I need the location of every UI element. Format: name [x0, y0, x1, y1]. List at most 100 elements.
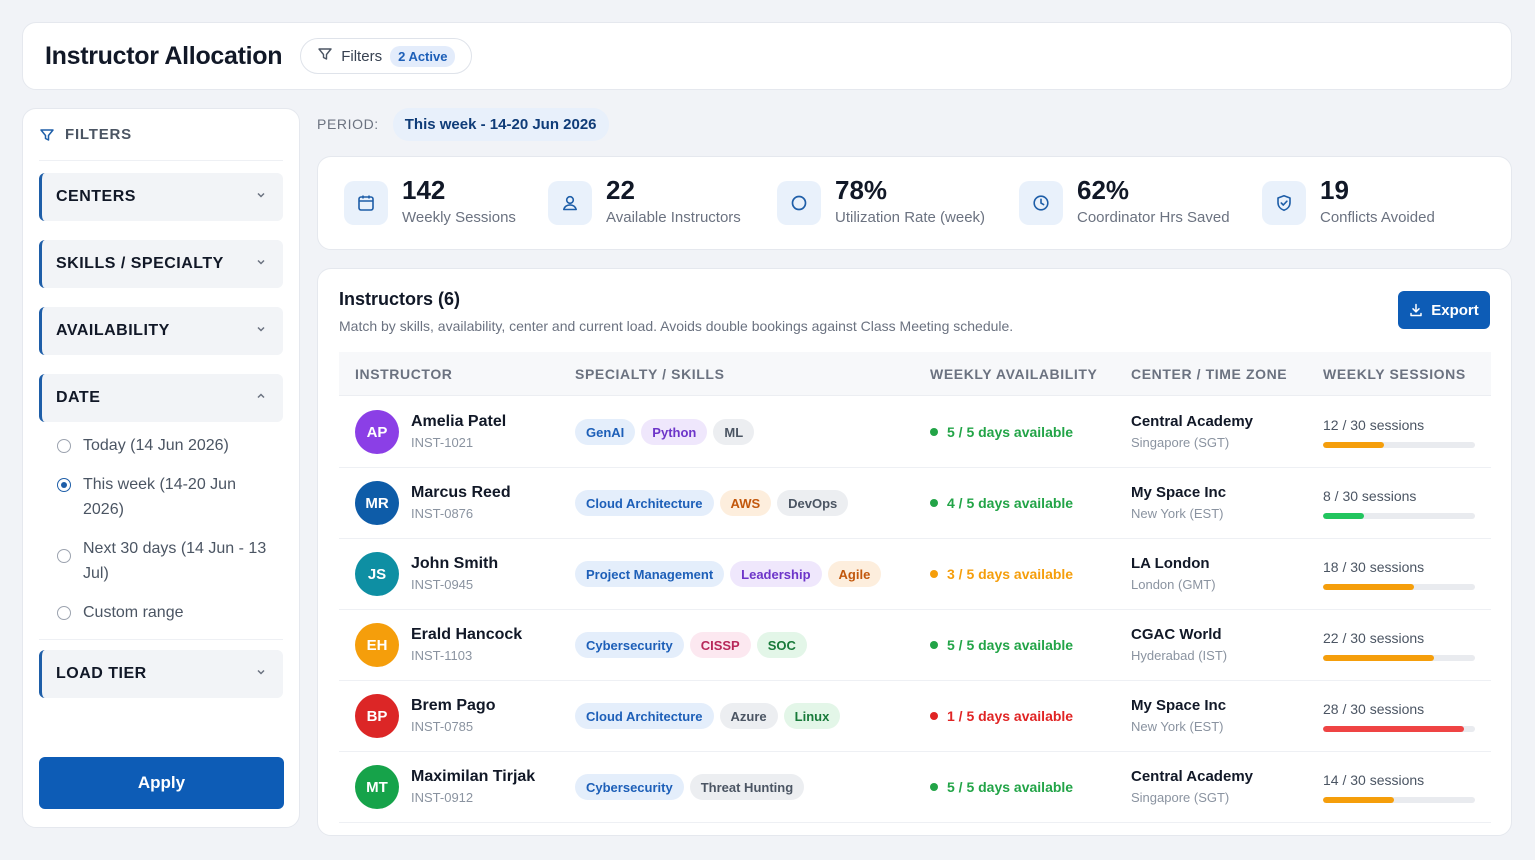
- table-row[interactable]: JS John Smith INST-0945 Project Management L…: [339, 539, 1491, 610]
- date-option-this-week[interactable]: This week (14-20 Jun 2026): [57, 472, 283, 522]
- avatar: AP: [355, 410, 399, 454]
- instructor-id: INST-1103: [411, 648, 473, 663]
- top-bar: Instructor Allocation Filters 2 Active: [22, 22, 1512, 90]
- filters-label: Filters: [341, 47, 383, 65]
- instructor-name[interactable]: Maximilan Tirjak: [411, 768, 536, 785]
- load-progress-bar: [1323, 797, 1475, 803]
- sessions-count: 14 / 30 sessions: [1323, 772, 1425, 788]
- filter-icon: [39, 127, 55, 143]
- time-zone: Singapore (SGT): [1131, 435, 1230, 450]
- load-progress-bar: [1323, 513, 1475, 519]
- date-option-label: Next 30 days (14 Jun - 13 Jul): [83, 540, 267, 582]
- column-header-availability[interactable]: WEEKLY AVAILABILITY: [930, 366, 1098, 382]
- period-value[interactable]: This week - 14-20 Jun 2026: [392, 107, 609, 141]
- radio-button[interactable]: [57, 439, 71, 453]
- chevron-down-icon: [255, 255, 267, 273]
- status-dot-icon: [930, 428, 938, 436]
- table-row[interactable]: BP Brem Pago INST-0785 Cloud Architecture Az…: [339, 681, 1491, 752]
- instructor-id: INST-0945: [411, 577, 474, 592]
- table-row[interactable]: MR Marcus Reed INST-0876 Cloud Architecture…: [339, 468, 1491, 539]
- center-name: My Space Inc: [1131, 484, 1227, 501]
- chevron-up-icon: [255, 389, 267, 407]
- chevron-down-icon: [255, 322, 267, 340]
- radio-button-selected[interactable]: [57, 478, 71, 492]
- stat-label: Utilization Rate (week): [835, 209, 986, 226]
- skill-tags: Project Management Leadership Agile: [575, 561, 882, 587]
- avatar: EH: [355, 623, 399, 667]
- date-option-label: This week (14-20 Jun 2026): [83, 476, 236, 518]
- sessions-count: 28 / 30 sessions: [1323, 701, 1425, 717]
- user-icon: [548, 181, 592, 225]
- page-title: Instructor Allocation: [45, 41, 283, 70]
- skill-tag: GenAI: [575, 419, 636, 445]
- radio-button[interactable]: [57, 549, 71, 563]
- sessions-count: 18 / 30 sessions: [1323, 559, 1425, 575]
- table-row[interactable]: AP Amelia Patel INST-1021 GenAI Python ML 5 / …: [339, 397, 1491, 468]
- export-label: Export: [1431, 301, 1479, 319]
- instructor-name[interactable]: Brem Pago: [411, 697, 496, 714]
- center-name: My Space Inc: [1131, 697, 1227, 714]
- time-zone: Singapore (SGT): [1131, 790, 1230, 805]
- instructor-name[interactable]: John Smith: [411, 555, 499, 572]
- load-progress-fill: [1323, 513, 1365, 519]
- time-zone: London (GMT): [1131, 577, 1216, 592]
- instructor-id: INST-1021: [411, 435, 474, 450]
- skill-tags: Cybersecurity Threat Hunting: [575, 774, 805, 800]
- date-option-next-30-days[interactable]: Next 30 days (14 Jun - 13 Jul): [57, 536, 283, 586]
- availability-status: 3 / 5 days available: [930, 566, 1073, 582]
- availability-text: 3 / 5 days available: [947, 566, 1074, 582]
- load-progress-fill: [1323, 655, 1434, 661]
- instructor-name[interactable]: Erald Hancock: [411, 626, 523, 643]
- skill-tags: Cloud Architecture Azure Linux: [575, 703, 841, 729]
- availability-status: 4 / 5 days available: [930, 495, 1073, 511]
- center-name: Central Academy: [1131, 413, 1253, 430]
- load-progress-bar: [1323, 726, 1475, 732]
- load-progress-bar: [1323, 584, 1475, 590]
- stat-weekly-sessions: 142 Weekly Sessions: [344, 175, 516, 226]
- avatar: BP: [355, 694, 399, 738]
- filters-button[interactable]: Filters 2 Active: [300, 38, 473, 74]
- load-progress-fill: [1323, 726, 1465, 732]
- skill-tags: Cloud Architecture AWS DevOps: [575, 490, 849, 516]
- radio-button[interactable]: [57, 606, 71, 620]
- apply-button[interactable]: Apply: [39, 757, 284, 809]
- column-header-center[interactable]: CENTER / TIME ZONE: [1131, 366, 1288, 382]
- period-label: PERIOD:: [317, 116, 379, 132]
- column-header-instructor[interactable]: INSTRUCTOR: [355, 366, 453, 382]
- date-label: DATE: [56, 389, 101, 406]
- column-header-specialty[interactable]: SPECIALTY / SKILLS: [575, 366, 725, 382]
- skills-accordion[interactable]: SKILLS / SPECIALTY: [39, 240, 283, 288]
- date-option-custom-range[interactable]: Custom range: [57, 600, 283, 625]
- table-row[interactable]: MT Maximilan Tirjak INST-0912 Cybersecurity…: [339, 752, 1491, 823]
- center-name: Central Academy: [1131, 768, 1253, 785]
- avatar: JS: [355, 552, 399, 596]
- date-accordion[interactable]: DATE: [39, 374, 283, 422]
- clock-icon: [1019, 181, 1063, 225]
- panel-subtitle: Match by skills, availability, center an…: [339, 318, 1014, 334]
- centers-accordion[interactable]: CENTERS: [39, 173, 283, 221]
- stat-available-instructors: 22 Available Instructors: [548, 175, 741, 226]
- instructor-name[interactable]: Marcus Reed: [411, 484, 511, 501]
- table-row[interactable]: EH Erald Hancock INST-1103 Cybersecurity CIS…: [339, 610, 1491, 681]
- stat-value: 78%: [835, 175, 888, 205]
- availability-accordion[interactable]: AVAILABILITY: [39, 307, 283, 355]
- time-zone: New York (EST): [1131, 719, 1224, 734]
- stat-coordinator-hours-saved: 62% Coordinator Hrs Saved: [1019, 175, 1230, 226]
- status-dot-icon: [930, 641, 938, 649]
- sessions-count: 22 / 30 sessions: [1323, 630, 1425, 646]
- skill-tags: Cybersecurity CISSP SOC: [575, 632, 807, 658]
- availability-text: 4 / 5 days available: [947, 495, 1074, 511]
- load-tier-accordion[interactable]: LOAD TIER: [39, 650, 283, 698]
- date-option-today[interactable]: Today (14 Jun 2026): [57, 433, 283, 458]
- sessions-count: 8 / 30 sessions: [1323, 488, 1417, 504]
- skill-tag: Azure: [719, 703, 778, 729]
- skill-tag: DevOps: [777, 490, 849, 516]
- export-button[interactable]: Export: [1398, 291, 1490, 329]
- availability-text: 5 / 5 days available: [947, 637, 1074, 653]
- instructor-name[interactable]: Amelia Patel: [411, 413, 507, 430]
- skill-tag: Linux: [783, 703, 841, 729]
- status-dot-icon: [930, 499, 938, 507]
- table-header: INSTRUCTOR SPECIALTY / SKILLS WEEKLY AVA…: [339, 352, 1491, 396]
- skill-tag: SOC: [756, 632, 807, 658]
- column-header-sessions[interactable]: WEEKLY SESSIONS: [1323, 366, 1466, 382]
